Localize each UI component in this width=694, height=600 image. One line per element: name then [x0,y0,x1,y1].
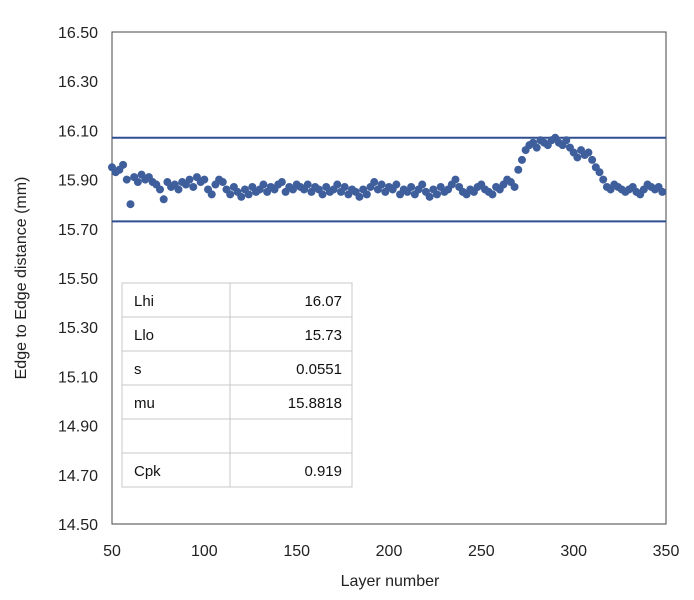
x-tick-label: 250 [468,543,495,560]
data-point [510,182,519,191]
data-point [573,153,582,162]
data-point [584,148,593,157]
y-tick-label: 15.30 [58,320,98,337]
y-axis-title: Edge to Edge distance (mm) [13,177,30,380]
x-tick-label: 100 [191,543,218,560]
data-point [318,190,327,199]
y-tick-label: 14.50 [58,517,98,534]
stat-value: 0.919 [304,463,342,480]
data-point [156,185,165,194]
data-point [200,175,209,184]
data-point [259,180,268,189]
stat-value: 16.07 [304,293,342,310]
data-point [244,190,253,199]
data-point [377,180,386,189]
data-point [517,155,526,164]
x-axis-title: Layer number [341,573,440,590]
stat-value: 15.8818 [288,395,342,412]
x-axis-tick-labels: 50 100 150 200 250 300 350 [103,543,679,560]
data-point [185,175,194,184]
stat-value: 0.0551 [296,361,342,378]
data-point [433,190,442,199]
data-point [562,136,571,145]
y-tick-label: 16.50 [58,25,98,42]
data-point [595,168,604,177]
y-tick-label: 15.50 [58,271,98,288]
data-point [658,187,667,196]
data-point [159,195,168,204]
stats-table: Lhi 16.07 Llo 15.73 s 0.0551 mu 15.8818 Cpk 0.919 [121,282,353,488]
data-point [333,180,342,189]
data-point [340,182,349,191]
y-axis-tick-labels: 14.50 14.70 14.90 15.10 15.30 15.50 15.70 15.90… [58,25,98,534]
data-point [362,190,371,199]
data-point [119,160,128,169]
stat-label: mu [134,395,155,412]
limit-lines [112,136,666,223]
data-point [226,190,235,199]
data-point [588,155,597,164]
data-point [207,190,216,199]
data-point [237,192,246,201]
data-point [425,192,434,201]
data-point [122,175,131,184]
y-tick-label: 16.10 [58,123,98,140]
data-point [174,185,183,194]
x-tick-label: 200 [376,543,403,560]
y-tick-label: 14.90 [58,419,98,436]
stat-label: s [134,361,142,378]
stat-label: Cpk [134,463,161,480]
y-tick-label: 14.70 [58,468,98,485]
y-tick-label: 15.90 [58,173,98,190]
data-point [407,182,416,191]
data-point [418,180,427,189]
x-tick-label: 150 [283,543,310,560]
data-point [218,178,227,187]
stat-label: Lhi [134,293,154,310]
y-tick-label: 15.70 [58,222,98,239]
data-point [126,200,135,209]
y-tick-label: 16.30 [58,74,98,91]
y-tick-label: 15.10 [58,369,98,386]
data-point [532,143,541,152]
data-point [277,178,286,187]
data-point [599,175,608,184]
data-point [355,192,364,201]
data-point [488,190,497,199]
stat-value: 15.73 [304,327,342,344]
data-point [514,165,523,174]
data-point [133,178,142,187]
data-point [392,180,401,189]
stat-label: Llo [134,327,154,344]
x-tick-label: 350 [653,543,680,560]
x-tick-label: 50 [103,543,121,560]
data-point [451,175,460,184]
data-point [370,178,379,187]
data-point [303,180,312,189]
data-point [189,182,198,191]
data-points [108,133,667,209]
x-tick-label: 300 [560,543,587,560]
